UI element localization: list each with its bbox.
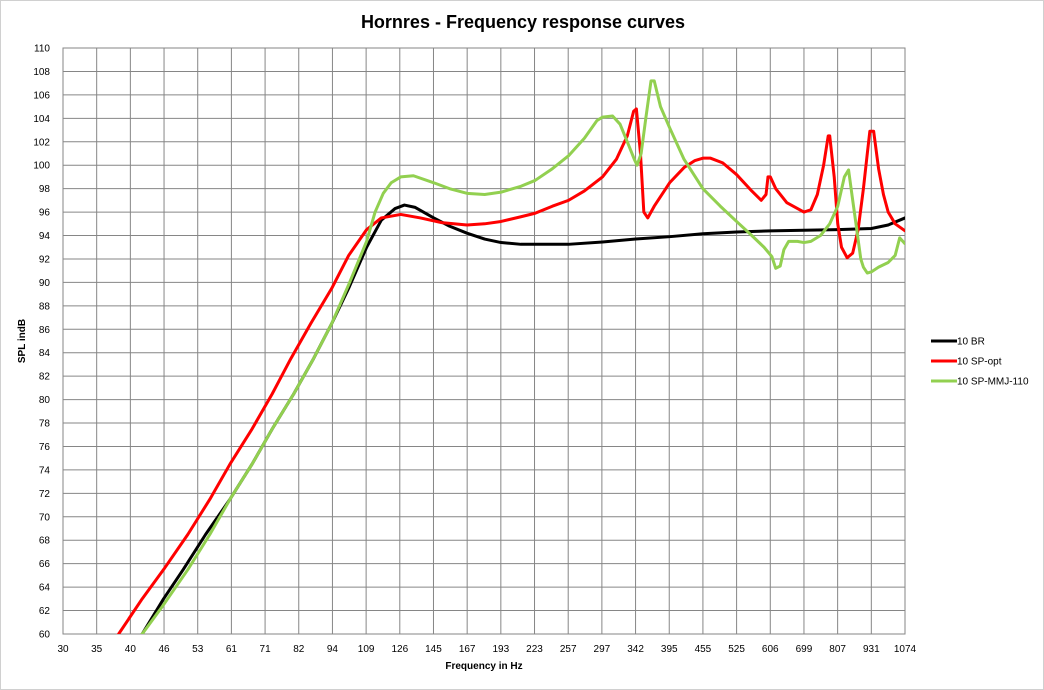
x-tick-label: 109 xyxy=(358,644,375,655)
x-tick-label: 297 xyxy=(594,644,611,655)
y-tick-label: 70 xyxy=(39,512,51,523)
y-tick-label: 72 xyxy=(39,489,51,500)
chart-title: Hornres - Frequency response curves xyxy=(361,12,685,32)
x-axis-title: Frequency in Hz xyxy=(445,661,522,672)
x-tick-label: 931 xyxy=(863,644,880,655)
y-axis-ticks: 60 62 64 66 68 70 72 74 76 78 80 82 84 86 88 90 92 94 96 98… xyxy=(33,44,50,641)
x-tick-label: 30 xyxy=(57,644,69,655)
y-tick-label: 60 xyxy=(39,630,51,641)
y-axis-title: SPL indB xyxy=(17,319,28,363)
y-tick-label: 90 xyxy=(39,278,51,289)
x-tick-label: 223 xyxy=(526,644,543,655)
x-tick-label: 82 xyxy=(293,644,305,655)
y-tick-label: 84 xyxy=(39,348,51,359)
x-tick-label: 807 xyxy=(829,644,846,655)
y-tick-label: 80 xyxy=(39,395,51,406)
x-tick-label: 145 xyxy=(425,644,442,655)
x-axis-ticks: 30 35 40 46 53 61 71 82 94 109 126 145 167 193 223 257 2… xyxy=(57,644,916,655)
y-tick-label: 96 xyxy=(39,208,51,219)
x-tick-label: 455 xyxy=(695,644,712,655)
y-tick-label: 94 xyxy=(39,231,51,242)
y-tick-label: 82 xyxy=(39,372,51,383)
series-lines xyxy=(116,79,905,634)
y-tick-label: 100 xyxy=(33,161,50,172)
series-line-1 xyxy=(140,203,905,634)
y-tick-label: 78 xyxy=(39,419,51,430)
legend-label: 10 BR xyxy=(957,337,985,348)
x-tick-label: 53 xyxy=(192,644,204,655)
series-line-2 xyxy=(116,107,905,634)
y-tick-label: 64 xyxy=(39,583,51,594)
x-tick-label: 257 xyxy=(560,644,577,655)
y-tick-label: 66 xyxy=(39,559,51,570)
y-tick-label: 88 xyxy=(39,301,51,312)
x-tick-label: 342 xyxy=(627,644,644,655)
x-tick-label: 193 xyxy=(492,644,509,655)
y-tick-label: 86 xyxy=(39,325,51,336)
x-tick-label: 395 xyxy=(661,644,678,655)
y-tick-label: 106 xyxy=(33,90,50,101)
x-tick-label: 94 xyxy=(327,644,339,655)
y-tick-label: 68 xyxy=(39,536,51,547)
y-tick-label: 98 xyxy=(39,184,51,195)
plot-frame xyxy=(62,47,906,635)
x-tick-label: 525 xyxy=(728,644,745,655)
legend-label: 10 SP-opt xyxy=(957,357,1002,368)
y-tick-label: 62 xyxy=(39,606,51,617)
y-tick-label: 92 xyxy=(39,254,51,265)
x-tick-label: 1074 xyxy=(894,644,917,655)
series-line-3 xyxy=(140,79,905,634)
grid xyxy=(62,47,906,635)
x-tick-label: 126 xyxy=(391,644,408,655)
legend: 10 BR 10 SP-opt 10 SP-MMJ-110 xyxy=(931,337,1029,388)
x-tick-label: 40 xyxy=(125,644,137,655)
y-tick-label: 104 xyxy=(33,114,50,125)
y-tick-label: 110 xyxy=(34,44,50,55)
x-tick-label: 46 xyxy=(158,644,170,655)
x-tick-label: 699 xyxy=(796,644,813,655)
x-tick-label: 606 xyxy=(762,644,779,655)
x-tick-label: 35 xyxy=(91,644,103,655)
y-tick-label: 76 xyxy=(39,442,51,453)
y-tick-label: 74 xyxy=(39,465,51,476)
y-tick-label: 102 xyxy=(33,137,50,148)
y-tick-label: 108 xyxy=(33,67,50,78)
x-tick-label: 71 xyxy=(260,644,272,655)
x-tick-label: 167 xyxy=(459,644,476,655)
legend-label: 10 SP-MMJ-110 xyxy=(957,377,1029,388)
x-tick-label: 61 xyxy=(226,644,238,655)
